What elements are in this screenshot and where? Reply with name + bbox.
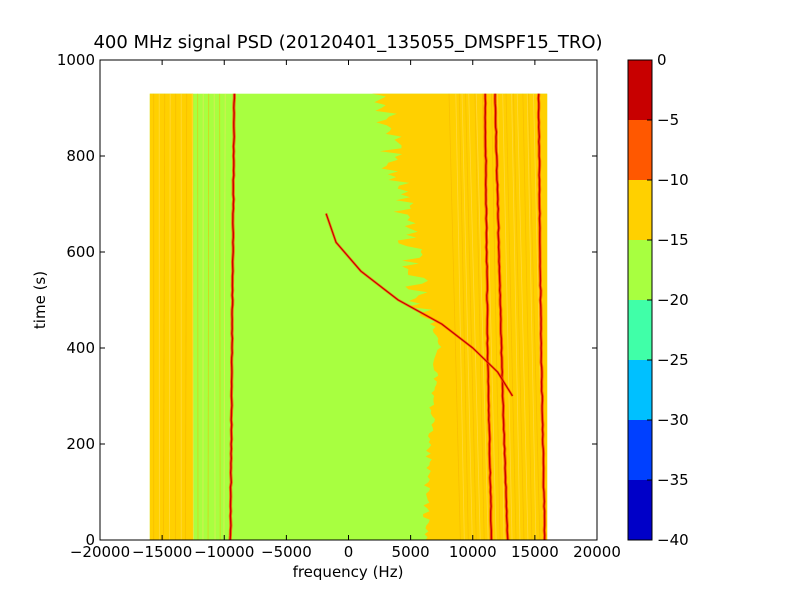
colorbar-segment — [628, 180, 652, 240]
band-right-streak — [516, 93, 529, 540]
band-right-streak — [458, 93, 469, 540]
colorbar-tick-label: 0 — [657, 51, 667, 69]
y-tick-label: 600 — [66, 243, 95, 261]
x-tick-label: 0 — [344, 543, 354, 561]
colorbar-tick-label: −30 — [657, 411, 689, 429]
band-right-streak — [475, 93, 489, 540]
band-right-streak — [491, 93, 501, 540]
colorbar-tick-label: −5 — [657, 111, 679, 129]
band-left-streak — [185, 93, 188, 540]
band-right-streak — [522, 93, 533, 540]
colorbar-tick-label: −40 — [657, 531, 689, 549]
colorbar-segment — [628, 420, 652, 480]
chart-title: 400 MHz signal PSD (20120401_135055_DMSP… — [93, 32, 602, 53]
band-right-streak — [455, 93, 465, 540]
y-tick-label: 200 — [66, 435, 95, 453]
band-right-streak — [528, 93, 541, 540]
band-right-streak — [448, 93, 461, 540]
band-right-streak — [465, 93, 477, 540]
x-axis-label: frequency (Hz) — [293, 563, 404, 581]
y-axis-label: time (s) — [31, 271, 49, 329]
x-tick-label: −5000 — [261, 543, 312, 561]
colorbar-tick-label: −10 — [657, 171, 689, 189]
x-tick-label: −15000 — [132, 543, 192, 561]
x-tick-label: 5000 — [392, 543, 430, 561]
x-tick-label: −20000 — [70, 543, 130, 561]
x-tick-label: 10000 — [449, 543, 497, 561]
plot-area — [149, 93, 548, 540]
y-tick-label: 1000 — [57, 51, 95, 69]
sweep — [325, 213, 514, 397]
colorbar-tick-label: −35 — [657, 471, 689, 489]
x-tick-label: 15000 — [511, 543, 559, 561]
colorbar-tick-label: −15 — [657, 231, 689, 249]
x-tick-label: −10000 — [194, 543, 254, 561]
band-left-streak — [163, 93, 166, 540]
band-left-streak — [213, 93, 216, 540]
y-tick-label: 800 — [66, 147, 95, 165]
x-tick-label: 20000 — [573, 543, 621, 561]
colorbar-segment — [628, 60, 652, 120]
colorbar: −40 −35 −30 −25 −20 −15 −10 −5 0 — [627, 51, 689, 549]
colorbar-tick-label: −25 — [657, 351, 689, 369]
line-right-1 — [484, 93, 493, 540]
colorbar-tick-label: −20 — [657, 291, 689, 309]
y-tick-label: 0 — [85, 531, 95, 549]
band-left-streak — [169, 93, 171, 540]
band-right-streak — [461, 93, 473, 540]
colorbar-segment — [628, 240, 652, 300]
band-right-streak — [502, 93, 513, 540]
colorbar-segment — [628, 120, 652, 180]
colorbar-segment — [628, 360, 652, 420]
line-left — [229, 93, 236, 540]
band-right-streak — [513, 93, 525, 540]
line-right-2 — [494, 93, 509, 540]
colorbar-segment — [628, 480, 652, 540]
y-axis: 0 200 400 600 800 1000 — [57, 51, 597, 549]
band-left-streak — [191, 93, 194, 540]
band-right-streak — [511, 93, 521, 540]
band-right-streak — [526, 93, 537, 540]
colorbar-segment — [628, 300, 652, 360]
line-right-3 — [537, 93, 546, 540]
band-left-streak — [223, 93, 226, 540]
band-left-streak — [207, 93, 210, 540]
band-right-streak — [474, 93, 485, 540]
x-axis: −20000 −15000 −10000 −5000 0 5000 10000 15000 20… — [70, 60, 621, 561]
band-right-streak — [505, 93, 517, 540]
y-tick-label: 400 — [66, 339, 95, 357]
band-right-streak — [468, 93, 481, 540]
